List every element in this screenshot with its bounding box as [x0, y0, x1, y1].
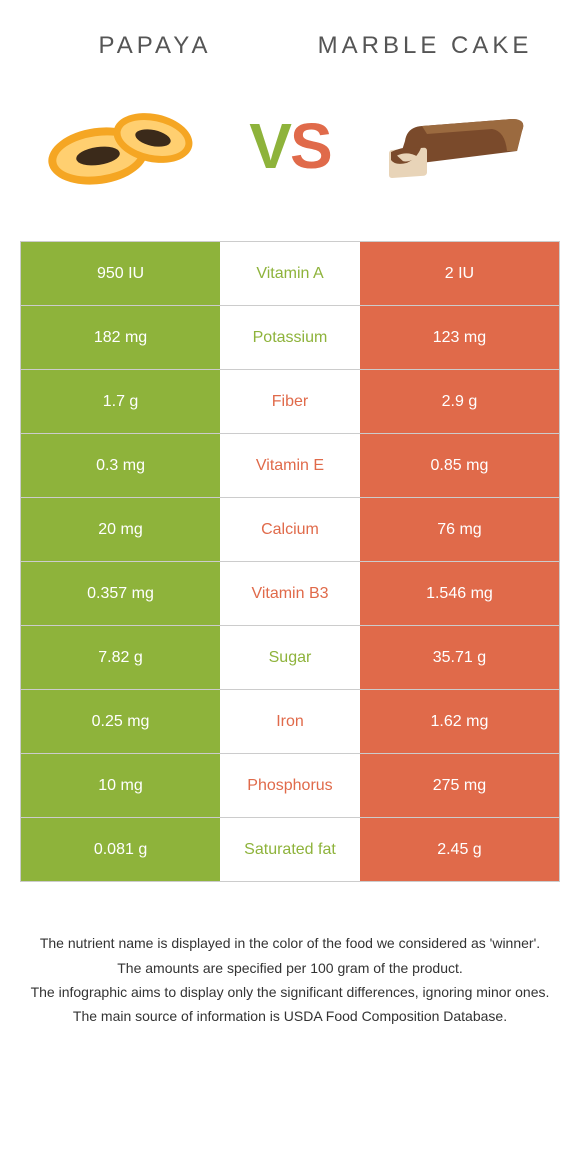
- value-a: 0.081 g: [21, 818, 220, 881]
- nutrient-name: Phosphorus: [220, 754, 360, 817]
- value-a: 10 mg: [21, 754, 220, 817]
- value-a: 182 mg: [21, 306, 220, 369]
- value-b: 2.9 g: [360, 370, 559, 433]
- vs-v-letter: V: [249, 110, 290, 182]
- nutrient-name: Sugar: [220, 626, 360, 689]
- value-b: 2.45 g: [360, 818, 559, 881]
- table-row: 0.25 mgIron1.62 mg: [21, 690, 559, 754]
- value-b: 76 mg: [360, 498, 559, 561]
- food-a-title: Papaya: [47, 30, 263, 61]
- nutrient-name: Potassium: [220, 306, 360, 369]
- table-row: 0.357 mgVitamin B31.546 mg: [21, 562, 559, 626]
- value-a: 0.357 mg: [21, 562, 220, 625]
- header: Papaya Marble cake: [0, 0, 580, 81]
- table-row: 0.081 gSaturated fat2.45 g: [21, 818, 559, 882]
- table-row: 7.82 gSugar35.71 g: [21, 626, 559, 690]
- table-row: 950 IUVitamin A2 IU: [21, 242, 559, 306]
- table-row: 1.7 gFiber2.9 g: [21, 370, 559, 434]
- table-row: 0.3 mgVitamin E0.85 mg: [21, 434, 559, 498]
- value-b: 123 mg: [360, 306, 559, 369]
- value-b: 35.71 g: [360, 626, 559, 689]
- papaya-icon: [43, 91, 203, 201]
- nutrient-name: Vitamin E: [220, 434, 360, 497]
- cake-icon: [377, 91, 537, 201]
- footer: The nutrient name is displayed in the co…: [0, 882, 580, 1050]
- table-row: 10 mgPhosphorus275 mg: [21, 754, 559, 818]
- footer-line-2: The amounts are specified per 100 gram o…: [30, 957, 550, 979]
- value-a: 7.82 g: [21, 626, 220, 689]
- table-row: 182 mgPotassium123 mg: [21, 306, 559, 370]
- value-a: 1.7 g: [21, 370, 220, 433]
- vs-s-letter: S: [290, 110, 331, 182]
- value-a: 0.25 mg: [21, 690, 220, 753]
- footer-line-4: The main source of information is USDA F…: [30, 1005, 550, 1027]
- vs-row: VS: [0, 81, 580, 241]
- food-b-title: Marble cake: [317, 30, 533, 61]
- value-a: 20 mg: [21, 498, 220, 561]
- value-b: 1.62 mg: [360, 690, 559, 753]
- nutrition-table: 950 IUVitamin A2 IU182 mgPotassium123 mg…: [20, 241, 560, 882]
- nutrient-name: Calcium: [220, 498, 360, 561]
- footer-line-3: The infographic aims to display only the…: [30, 981, 550, 1003]
- value-b: 1.546 mg: [360, 562, 559, 625]
- value-a: 0.3 mg: [21, 434, 220, 497]
- vs-label: VS: [249, 109, 330, 183]
- nutrient-name: Vitamin A: [220, 242, 360, 305]
- nutrient-name: Iron: [220, 690, 360, 753]
- value-b: 0.85 mg: [360, 434, 559, 497]
- value-b: 2 IU: [360, 242, 559, 305]
- value-b: 275 mg: [360, 754, 559, 817]
- nutrient-name: Fiber: [220, 370, 360, 433]
- nutrient-name: Vitamin B3: [220, 562, 360, 625]
- nutrient-name: Saturated fat: [220, 818, 360, 881]
- value-a: 950 IU: [21, 242, 220, 305]
- table-row: 20 mgCalcium76 mg: [21, 498, 559, 562]
- footer-line-1: The nutrient name is displayed in the co…: [30, 932, 550, 954]
